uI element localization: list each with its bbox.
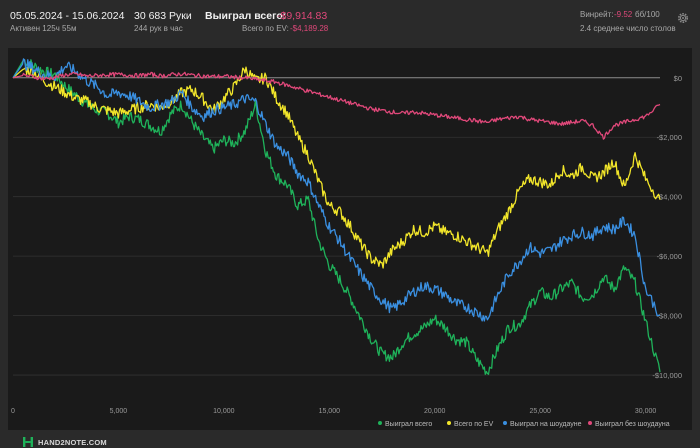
legend-marker [447,421,451,425]
legend-marker [378,421,382,425]
x-tick-label: 20,000 [424,408,446,415]
logo-text: HAND2NOTE.COM [38,437,107,447]
x-tick-label: 5,000 [110,408,128,415]
series-line [12,59,661,375]
stats-header: 05.05.2024 - 15.06.2024 Активен 125ч 55м… [0,0,700,48]
hands-per-hour: 244 рук в час [134,24,183,33]
chart-panel: $0 -$2,000 -$4,000 -$6,000 -$8,000 -$10,000 0 5… [8,48,692,447]
legend-label: Всего по EV [454,421,494,428]
hand2note-logo: HAND2NOTE.COM [22,436,107,448]
x-tick-label: 10,000 [213,408,235,415]
y-tick-label: -$10,000 [652,371,682,380]
winrate-label: Винрейт: [580,10,614,19]
legend-marker [503,421,507,425]
y-tick-label: -$6,000 [657,252,682,261]
legend-label: Выиграл на шоудауне [510,421,582,428]
active-time: Активен 125ч 55м [10,24,77,33]
series-line [12,58,661,322]
y-tick-label: -$8,000 [657,312,682,321]
legend-label: Выиграл без шоудауна [595,420,670,428]
line-chart: $0 -$2,000 -$4,000 -$6,000 -$8,000 -$10,000 0 5… [11,58,682,428]
x-tick-label: 30,000 [635,408,657,415]
ev-value: -$4,189.28 [290,24,329,33]
won-total-label: Выиграл всего: [205,10,287,22]
x-tick-label: 0 [11,408,15,415]
y-tick-label: -$2,000 [657,133,682,142]
hands-count: 30 683 Руки [134,10,192,22]
won-total-value: -$9,914.83 [277,10,328,22]
legend-marker [588,421,592,425]
series-line [12,71,661,140]
winrate-value: -9.52 [614,10,633,19]
x-tick-label: 15,000 [319,408,341,415]
ev-label: Всего по EV: [242,24,289,33]
gear-icon[interactable] [677,11,689,23]
y-tick-label: $0 [674,74,682,83]
series-line [12,66,661,269]
x-tick-label: 25,000 [529,408,551,415]
legend-label: Выиграл всего [385,421,432,428]
winrate-unit: бб/100 [635,10,660,19]
date-range[interactable]: 05.05.2024 - 15.06.2024 [10,10,125,22]
y-tick-label: -$4,000 [657,193,682,202]
h2n-logo-icon [23,437,33,447]
tables-average: 2.4 среднее число столов [580,24,676,33]
